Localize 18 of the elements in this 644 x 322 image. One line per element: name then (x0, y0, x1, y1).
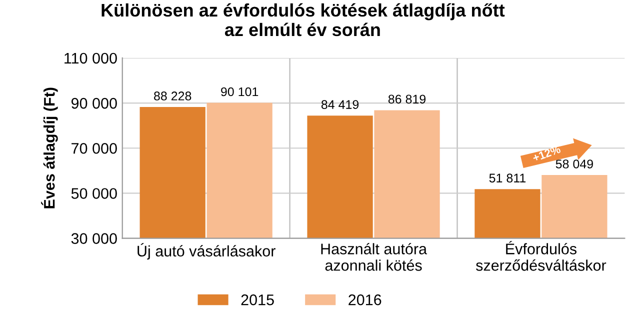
y-tick-label: 50 000 (71, 188, 117, 199)
y-tick-label: 30 000 (71, 233, 117, 244)
legend-label: 2016 (348, 294, 382, 306)
y-tick-label: 90 000 (71, 98, 117, 109)
data-label: 84 419 (321, 100, 359, 109)
y-axis-title: Éves átlagdíj (Ft) (41, 88, 58, 208)
data-label: 86 819 (388, 94, 426, 104)
x-tick-label: Használt autóra azonnali kötés (321, 242, 428, 271)
data-label: 51 811 (489, 174, 526, 182)
y-tick-label: 70 000 (72, 142, 117, 154)
data-label: 58 049 (556, 160, 593, 168)
x-tick-label: Új autó vásárlásakor (138, 243, 276, 260)
data-label: 90 101 (221, 87, 258, 96)
data-label: 88 228 (154, 92, 192, 100)
x-tick-label: Évfordulós szerződésváltáskor (476, 240, 606, 271)
legend-label: 2015 (241, 294, 274, 306)
y-tick-label: 110 000 (64, 52, 117, 64)
chart-title: Különösen az évfordulós kötések átlagdíja nőtt az elmúlt év során (102, 3, 505, 36)
